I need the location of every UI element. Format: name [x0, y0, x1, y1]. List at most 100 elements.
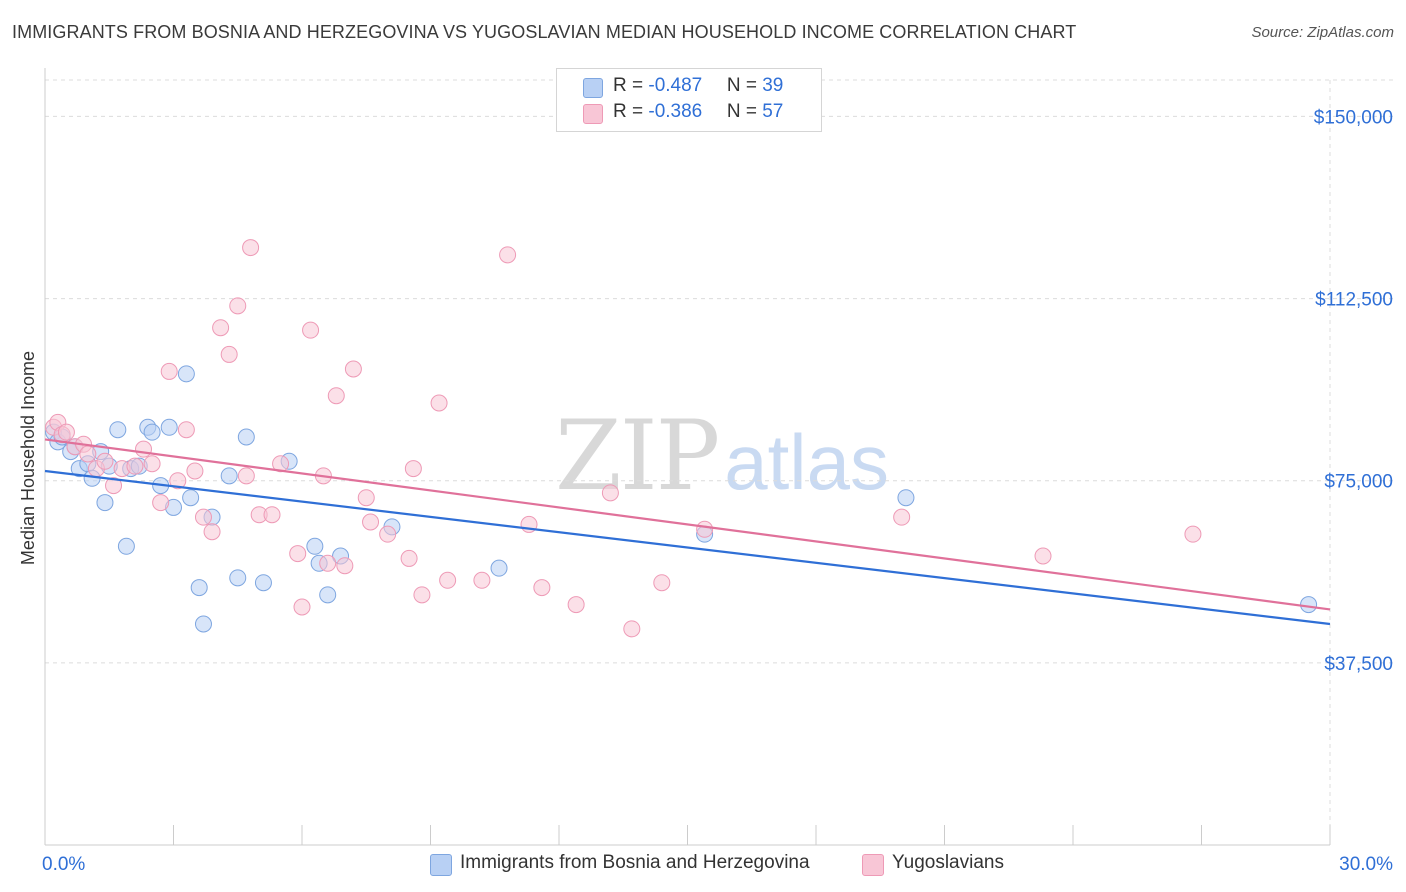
- axis-labels: $37,500 $75,000 $112,500 $150,000 0.0% 30.0% M…: [18, 107, 1393, 875]
- legend-n-value: 39: [762, 75, 784, 96]
- point-bosnia: [897, 489, 915, 507]
- point-yugoslavians: [653, 574, 671, 592]
- correlation-legend: R = -0.487 N = 39 R = -0.386 N = 57: [556, 68, 822, 132]
- point-yugoslavians: [533, 579, 551, 597]
- point-yugoslavians: [473, 571, 491, 589]
- point-yugoslavians: [177, 421, 195, 439]
- chart-title: IMMIGRANTS FROM BOSNIA AND HERZEGOVINA V…: [12, 22, 1077, 42]
- axes: [44, 68, 1331, 846]
- point-bosnia: [319, 586, 337, 604]
- legend-swatch-yugoslavians: [583, 104, 603, 124]
- trend-lines: [44, 438, 1331, 626]
- point-yugoslavians: [379, 525, 397, 543]
- bottom-legend-label-yugoslavians: Yugoslavians: [892, 852, 1004, 873]
- point-bosnia: [177, 365, 195, 383]
- point-bosnia: [220, 467, 238, 485]
- point-yugoslavians: [357, 489, 375, 507]
- point-bosnia: [254, 574, 272, 592]
- legend-r-label: R =: [613, 75, 649, 96]
- data-points: [45, 239, 1318, 638]
- point-yugoslavians: [362, 513, 380, 531]
- point-yugoslavians: [212, 319, 230, 337]
- point-yugoslavians: [96, 452, 114, 470]
- point-bosnia: [143, 423, 161, 441]
- point-yugoslavians: [126, 457, 144, 475]
- point-bosnia: [306, 537, 324, 555]
- bottom-legend-swatch-yugoslavians: [862, 854, 884, 876]
- point-yugoslavians: [696, 520, 714, 538]
- point-yugoslavians: [1184, 525, 1202, 543]
- point-bosnia: [194, 615, 212, 633]
- point-bosnia: [1300, 596, 1318, 614]
- y-tick-label: $112,500: [1315, 290, 1393, 311]
- point-yugoslavians: [336, 557, 354, 575]
- legend-r-label: R =: [613, 101, 649, 122]
- watermark: ZIPatlas: [555, 400, 889, 512]
- bottom-legend-swatch-bosnia: [430, 854, 452, 876]
- point-yugoslavians: [229, 297, 247, 315]
- point-bosnia: [490, 559, 508, 577]
- point-yugoslavians: [567, 596, 585, 614]
- legend-n-label: N =: [726, 101, 763, 122]
- point-yugoslavians: [344, 360, 362, 378]
- point-yugoslavians: [169, 472, 187, 490]
- point-yugoslavians: [1034, 547, 1052, 565]
- point-yugoslavians: [439, 571, 457, 589]
- point-bosnia: [96, 494, 114, 512]
- point-yugoslavians: [623, 620, 641, 638]
- point-yugoslavians: [263, 506, 281, 524]
- trend-line-yugoslavians: [44, 438, 1331, 611]
- point-yugoslavians: [272, 455, 290, 473]
- trend-line-bosnia: [44, 469, 1331, 626]
- point-yugoslavians: [105, 477, 123, 495]
- point-yugoslavians: [404, 460, 422, 478]
- point-yugoslavians: [289, 545, 307, 563]
- grid-lines: [45, 79, 1395, 845]
- legend-n-value: 57: [762, 101, 784, 122]
- source-label: Source: ZipAtlas.com: [1251, 24, 1394, 41]
- point-bosnia: [109, 421, 127, 439]
- point-yugoslavians: [430, 394, 448, 412]
- x-tick-label: 30.0%: [1339, 854, 1393, 875]
- legend-r-value: -0.386: [648, 101, 703, 122]
- point-yugoslavians: [601, 484, 619, 502]
- point-yugoslavians: [413, 586, 431, 604]
- point-bosnia: [117, 537, 135, 555]
- point-yugoslavians: [143, 455, 161, 473]
- point-yugoslavians: [319, 554, 337, 572]
- point-yugoslavians: [242, 239, 260, 257]
- point-yugoslavians: [79, 445, 97, 463]
- x-tick-label: 0.0%: [42, 854, 85, 875]
- point-yugoslavians: [203, 523, 221, 541]
- y-axis-label: Median Household Income: [18, 351, 38, 565]
- y-tick-label: $150,000: [1314, 107, 1393, 128]
- y-tick-label: $37,500: [1324, 654, 1393, 675]
- point-yugoslavians: [220, 345, 238, 363]
- point-bosnia: [237, 428, 255, 446]
- point-yugoslavians: [327, 387, 345, 405]
- point-yugoslavians: [160, 362, 178, 380]
- bottom-legend-label-bosnia: Immigrants from Bosnia and Herzegovina: [460, 852, 810, 873]
- point-yugoslavians: [499, 246, 517, 264]
- watermark-atlas: atlas: [724, 418, 889, 506]
- legend-n-label: N =: [726, 75, 763, 96]
- point-yugoslavians: [194, 508, 212, 526]
- point-yugoslavians: [400, 549, 418, 567]
- point-yugoslavians: [135, 440, 153, 458]
- legend-swatch-bosnia: [583, 78, 603, 98]
- point-bosnia: [160, 418, 178, 436]
- point-bosnia: [182, 489, 200, 507]
- point-yugoslavians: [57, 423, 75, 441]
- point-yugoslavians: [293, 598, 311, 616]
- point-yugoslavians: [893, 508, 911, 526]
- point-yugoslavians: [186, 462, 204, 480]
- point-yugoslavians: [302, 321, 320, 339]
- legend-r-value: -0.487: [648, 75, 703, 96]
- point-yugoslavians: [237, 467, 255, 485]
- watermark-zip: ZIP: [555, 400, 720, 512]
- point-bosnia: [190, 579, 208, 597]
- point-yugoslavians: [152, 494, 170, 512]
- point-bosnia: [229, 569, 247, 587]
- y-tick-label: $75,000: [1324, 472, 1393, 493]
